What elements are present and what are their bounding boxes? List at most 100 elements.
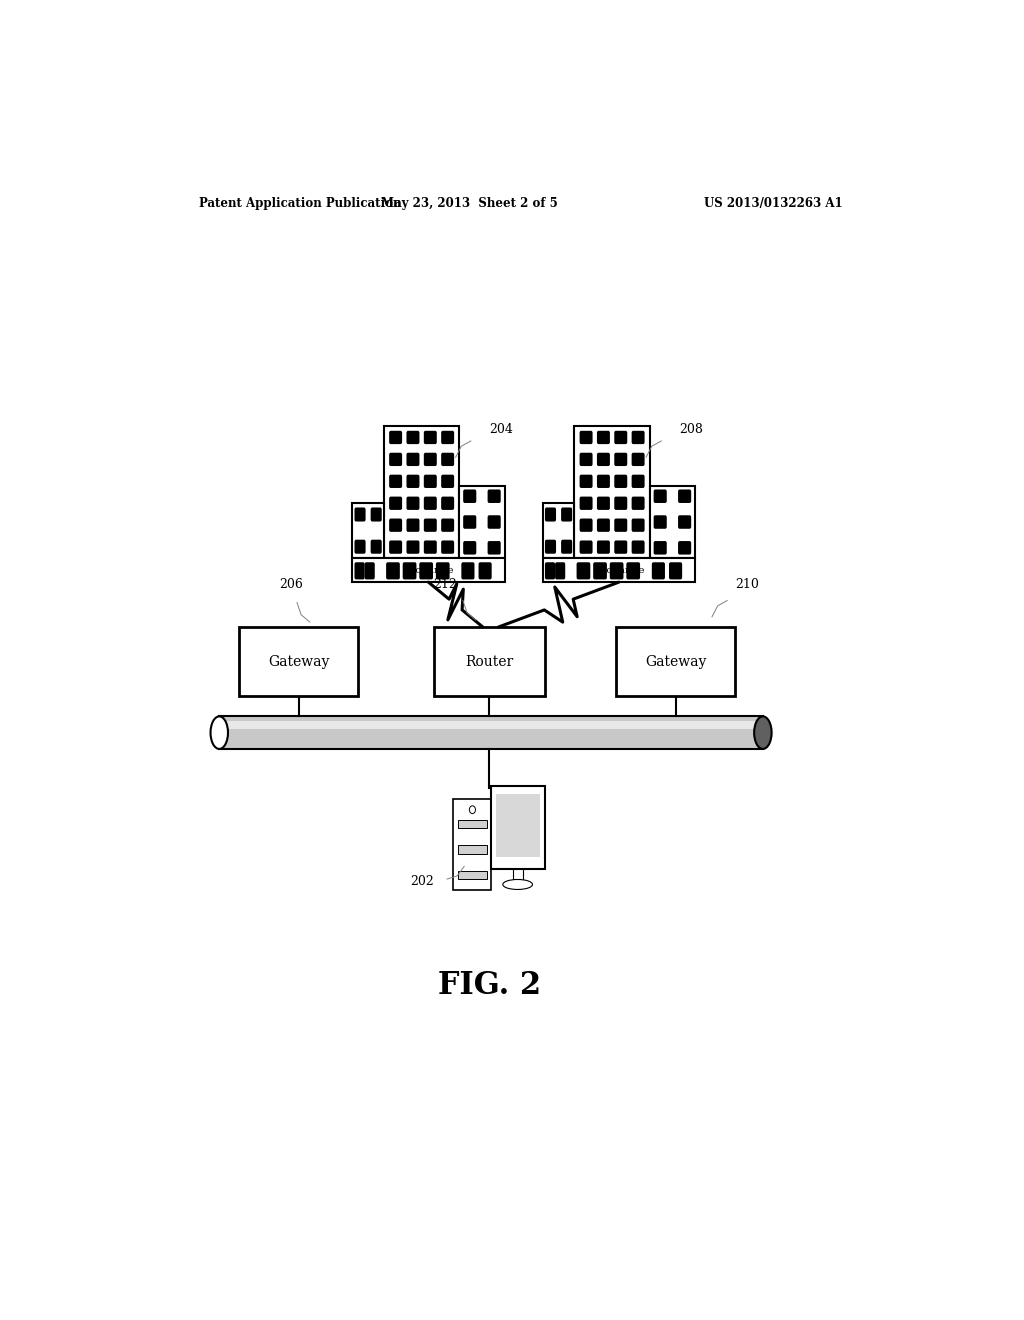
FancyBboxPatch shape [652, 562, 665, 579]
FancyBboxPatch shape [614, 475, 628, 488]
FancyBboxPatch shape [441, 540, 454, 554]
FancyBboxPatch shape [407, 475, 420, 488]
FancyBboxPatch shape [669, 562, 682, 579]
FancyBboxPatch shape [678, 490, 691, 503]
FancyBboxPatch shape [407, 430, 420, 444]
FancyBboxPatch shape [653, 515, 667, 529]
FancyBboxPatch shape [487, 515, 501, 529]
FancyBboxPatch shape [389, 475, 402, 488]
FancyBboxPatch shape [436, 562, 450, 579]
FancyBboxPatch shape [402, 562, 417, 579]
FancyBboxPatch shape [632, 453, 644, 466]
FancyBboxPatch shape [597, 540, 610, 554]
Bar [496, 795, 540, 857]
FancyBboxPatch shape [354, 540, 366, 553]
FancyBboxPatch shape [580, 430, 593, 444]
Bar [352, 503, 384, 558]
FancyBboxPatch shape [389, 540, 402, 554]
FancyBboxPatch shape [614, 430, 628, 444]
Text: 204: 204 [489, 422, 513, 436]
Bar [219, 717, 763, 748]
FancyBboxPatch shape [389, 519, 402, 532]
Ellipse shape [503, 879, 532, 890]
Bar [384, 426, 460, 558]
Bar [490, 787, 545, 870]
FancyBboxPatch shape [632, 519, 644, 532]
FancyBboxPatch shape [545, 540, 556, 553]
FancyBboxPatch shape [389, 496, 402, 510]
Text: US 2013/0132263 A1: US 2013/0132263 A1 [703, 197, 842, 210]
FancyBboxPatch shape [561, 507, 572, 521]
FancyBboxPatch shape [462, 562, 474, 579]
Bar [460, 486, 505, 558]
FancyBboxPatch shape [593, 562, 607, 579]
FancyBboxPatch shape [441, 475, 454, 488]
Bar [454, 799, 492, 890]
FancyBboxPatch shape [407, 453, 420, 466]
FancyBboxPatch shape [653, 541, 667, 554]
FancyBboxPatch shape [597, 519, 610, 532]
FancyBboxPatch shape [614, 496, 628, 510]
Text: Gateway: Gateway [268, 655, 330, 668]
FancyBboxPatch shape [597, 430, 610, 444]
Bar [433, 627, 545, 696]
Text: 208: 208 [680, 422, 703, 436]
Ellipse shape [754, 717, 772, 748]
FancyBboxPatch shape [555, 562, 565, 579]
FancyBboxPatch shape [424, 475, 437, 488]
Text: May 23, 2013  Sheet 2 of 5: May 23, 2013 Sheet 2 of 5 [381, 197, 558, 210]
FancyBboxPatch shape [365, 562, 375, 579]
Bar [616, 627, 735, 696]
Text: 202: 202 [410, 875, 433, 888]
FancyBboxPatch shape [653, 490, 667, 503]
FancyBboxPatch shape [487, 490, 501, 503]
FancyBboxPatch shape [597, 453, 610, 466]
FancyBboxPatch shape [545, 507, 556, 521]
FancyBboxPatch shape [424, 453, 437, 466]
FancyBboxPatch shape [441, 496, 454, 510]
Bar [352, 558, 505, 582]
FancyBboxPatch shape [407, 519, 420, 532]
Bar [240, 627, 358, 696]
FancyBboxPatch shape [678, 541, 691, 554]
FancyBboxPatch shape [580, 496, 593, 510]
FancyBboxPatch shape [371, 540, 382, 553]
FancyBboxPatch shape [463, 515, 476, 529]
FancyBboxPatch shape [609, 562, 624, 579]
FancyBboxPatch shape [614, 453, 628, 466]
FancyBboxPatch shape [441, 453, 454, 466]
Bar [543, 503, 574, 558]
FancyBboxPatch shape [561, 540, 572, 553]
Bar [650, 486, 695, 558]
FancyBboxPatch shape [545, 562, 555, 579]
FancyBboxPatch shape [424, 519, 437, 532]
FancyBboxPatch shape [354, 562, 365, 579]
FancyBboxPatch shape [463, 490, 476, 503]
FancyBboxPatch shape [614, 519, 628, 532]
FancyBboxPatch shape [354, 507, 366, 521]
FancyBboxPatch shape [386, 562, 399, 579]
FancyBboxPatch shape [424, 540, 437, 554]
Text: FIG. 2: FIG. 2 [437, 970, 541, 1002]
Text: Exchange: Exchange [402, 566, 455, 574]
Bar [458, 820, 486, 828]
FancyBboxPatch shape [407, 496, 420, 510]
Ellipse shape [211, 717, 228, 748]
FancyBboxPatch shape [580, 475, 593, 488]
FancyBboxPatch shape [632, 496, 644, 510]
Text: Gateway: Gateway [645, 655, 707, 668]
Bar [513, 870, 522, 882]
Text: Patent Application Publication: Patent Application Publication [200, 197, 402, 210]
FancyBboxPatch shape [441, 430, 454, 444]
FancyBboxPatch shape [678, 515, 691, 529]
FancyBboxPatch shape [389, 453, 402, 466]
Text: 210: 210 [735, 578, 759, 591]
FancyBboxPatch shape [389, 430, 402, 444]
Bar [458, 845, 486, 854]
FancyBboxPatch shape [632, 540, 644, 554]
FancyBboxPatch shape [580, 519, 593, 532]
FancyBboxPatch shape [371, 507, 382, 521]
FancyBboxPatch shape [597, 475, 610, 488]
FancyBboxPatch shape [632, 430, 644, 444]
FancyBboxPatch shape [614, 540, 628, 554]
